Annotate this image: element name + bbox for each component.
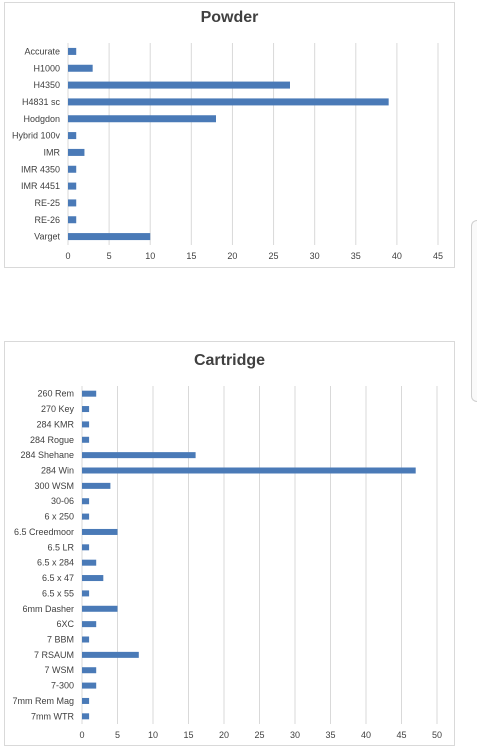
x-tick-label: 35 (325, 730, 335, 740)
category-label: 284 Win (41, 466, 74, 476)
x-tick-label: 20 (219, 730, 229, 740)
bar (68, 216, 77, 224)
bar (68, 182, 77, 190)
powder-chart-panel: Powder 0 5 10 15 20 25 30 35 40 45 Accurate H1000 H4… (4, 2, 455, 268)
bar (68, 81, 290, 89)
category-label: 260 Rem (37, 389, 74, 399)
bar (82, 406, 90, 413)
x-tick-label: 25 (269, 251, 279, 261)
bar (68, 47, 77, 55)
bar (82, 436, 90, 443)
bar (82, 621, 97, 628)
category-label: 270 Key (41, 404, 75, 414)
category-label: 7 RSAUM (34, 650, 74, 660)
category-label: 7-300 (51, 681, 74, 691)
bar (82, 467, 416, 474)
category-label: Varget (34, 232, 60, 242)
category-label: 7 WSM (44, 665, 74, 675)
bar (68, 115, 216, 123)
category-label: Hybrid 100v (12, 131, 61, 141)
bar (82, 498, 90, 505)
cartridge-chart-panel: Cartridge 0 5 10 15 20 25 30 35 40 45 50 260 Rem 270… (4, 341, 455, 746)
category-label: 6XC (56, 619, 74, 629)
category-label: 6.5 x 47 (42, 573, 74, 583)
category-label: IMR 4451 (21, 181, 60, 191)
bar (68, 98, 389, 106)
x-tick-label: 50 (432, 730, 442, 740)
x-tick-label: 40 (392, 251, 402, 261)
x-tick-label: 45 (433, 251, 443, 261)
x-tick-label: 5 (107, 251, 112, 261)
x-tick-label: 15 (186, 251, 196, 261)
x-tick-label: 30 (310, 251, 320, 261)
bar (68, 233, 151, 241)
category-label: 6 x 250 (44, 512, 74, 522)
x-tick-label: 10 (148, 730, 158, 740)
x-tick-label: 45 (396, 730, 406, 740)
category-label: 6.5 x 284 (37, 558, 74, 568)
category-label: 7mm Rem Mag (12, 696, 74, 706)
category-label: 284 Rogue (30, 435, 74, 445)
scrollbar[interactable] (471, 220, 477, 402)
bar (82, 482, 111, 489)
category-label: 6.5 Creedmoor (14, 527, 74, 537)
bar (82, 544, 90, 551)
x-tick-label: 10 (145, 251, 155, 261)
bar (68, 148, 85, 156)
chart-title: Cartridge (193, 352, 266, 369)
category-label: 6.5 LR (47, 542, 74, 552)
category-label: H1000 (33, 63, 60, 73)
category-label: RE-25 (34, 198, 60, 208)
category-label: H4350 (33, 80, 60, 90)
category-label: 300 WSM (34, 481, 74, 491)
x-tick-label: 20 (227, 251, 237, 261)
category-label: Hodgdon (23, 114, 60, 124)
bar (82, 667, 97, 674)
category-label: H4831 sc (22, 97, 61, 107)
x-tick-label: 25 (254, 730, 264, 740)
x-tick-label: 30 (290, 730, 300, 740)
category-label: IMR 4350 (21, 164, 60, 174)
bar (82, 636, 90, 643)
bar (82, 651, 139, 658)
category-label: 30-06 (51, 496, 74, 506)
bar (82, 559, 97, 566)
bar (82, 713, 90, 720)
category-label: RE-26 (34, 215, 60, 225)
bar (82, 605, 118, 612)
bar (82, 421, 90, 428)
category-label: 7 BBM (47, 635, 74, 645)
category-label: 6mm Dasher (22, 604, 74, 614)
bar (82, 697, 90, 704)
chart-title: Powder (200, 9, 259, 26)
bar (82, 390, 97, 397)
x-tick-label: 0 (65, 251, 70, 261)
category-label: IMR (44, 147, 61, 157)
category-label: 284 KMR (36, 419, 74, 429)
bar (68, 199, 77, 207)
category-label: 284 Shehane (20, 450, 74, 460)
category-label: Accurate (24, 46, 60, 56)
category-label: 7mm WTR (31, 711, 74, 721)
x-tick-label: 5 (115, 730, 120, 740)
bar (82, 575, 104, 582)
category-label: 6.5 x 55 (42, 588, 74, 598)
bar (82, 682, 97, 689)
x-tick-label: 40 (361, 730, 371, 740)
bar (68, 165, 77, 173)
powder-bar-chart: 0 5 10 15 20 25 30 35 40 45 Accurate H1000 H4350 H483… (12, 43, 443, 261)
bar (68, 64, 93, 72)
bar (82, 528, 118, 535)
x-tick-label: 15 (183, 730, 193, 740)
bar (82, 452, 196, 459)
bar (82, 590, 90, 597)
x-tick-label: 35 (351, 251, 361, 261)
bar (68, 132, 77, 140)
cartridge-bar-chart: 0 5 10 15 20 25 30 35 40 45 50 260 Rem 270 Key 284 KM… (12, 386, 442, 740)
x-tick-label: 0 (79, 730, 84, 740)
bar (82, 513, 90, 520)
